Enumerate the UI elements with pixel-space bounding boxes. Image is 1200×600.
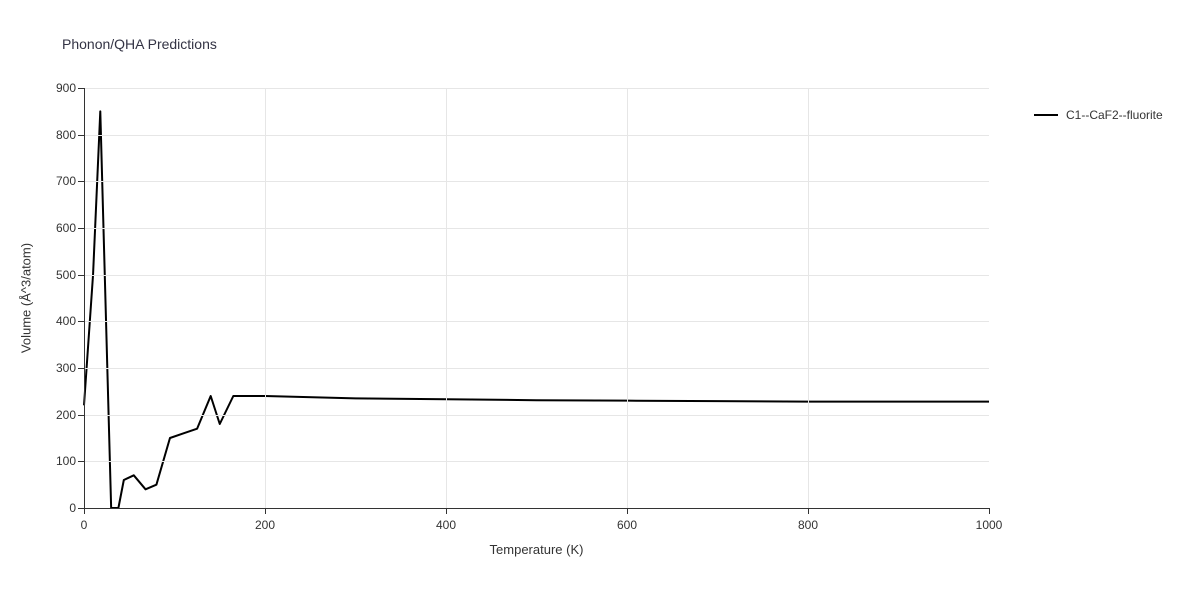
x-axis-line	[84, 508, 989, 509]
x-tick-label: 600	[617, 518, 637, 532]
series-line	[84, 111, 989, 508]
y-tick	[78, 508, 84, 509]
y-axis-label: Volume (Å^3/atom)	[19, 243, 34, 353]
y-tick	[78, 415, 84, 416]
y-tick-label: 100	[48, 454, 76, 468]
x-tick	[808, 508, 809, 514]
y-tick-label: 600	[48, 221, 76, 235]
gridline-v	[627, 88, 628, 508]
gridline-h	[84, 461, 989, 462]
gridline-h	[84, 135, 989, 136]
y-tick-label: 900	[48, 81, 76, 95]
legend: C1--CaF2--fluorite	[1034, 108, 1163, 122]
y-tick	[78, 461, 84, 462]
x-tick-label: 800	[798, 518, 818, 532]
gridline-v	[265, 88, 266, 508]
chart-container: Phonon/QHA Predictions Temperature (K) V…	[0, 0, 1200, 600]
x-tick	[84, 508, 85, 514]
y-tick-label: 300	[48, 361, 76, 375]
y-tick	[78, 228, 84, 229]
y-tick	[78, 368, 84, 369]
x-tick	[265, 508, 266, 514]
y-tick	[78, 88, 84, 89]
gridline-h	[84, 321, 989, 322]
x-axis-label: Temperature (K)	[490, 542, 584, 557]
y-tick-label: 400	[48, 314, 76, 328]
x-tick	[627, 508, 628, 514]
gridline-h	[84, 88, 989, 89]
series-svg	[84, 88, 989, 508]
gridline-h	[84, 181, 989, 182]
x-tick-label: 200	[255, 518, 275, 532]
y-tick-label: 0	[48, 501, 76, 515]
gridline-h	[84, 368, 989, 369]
gridline-h	[84, 228, 989, 229]
y-tick	[78, 135, 84, 136]
x-tick-label: 400	[436, 518, 456, 532]
x-tick	[989, 508, 990, 514]
y-tick	[78, 181, 84, 182]
x-tick-label: 0	[81, 518, 88, 532]
y-tick	[78, 275, 84, 276]
x-tick-label: 1000	[976, 518, 1003, 532]
chart-title: Phonon/QHA Predictions	[62, 36, 217, 52]
gridline-h	[84, 415, 989, 416]
y-axis-line	[84, 88, 85, 508]
legend-swatch	[1034, 114, 1058, 116]
legend-label: C1--CaF2--fluorite	[1066, 108, 1163, 122]
x-tick	[446, 508, 447, 514]
gridline-v	[808, 88, 809, 508]
y-tick-label: 800	[48, 128, 76, 142]
gridline-v	[446, 88, 447, 508]
plot-area	[84, 88, 989, 508]
gridline-h	[84, 275, 989, 276]
y-tick-label: 200	[48, 408, 76, 422]
y-tick-label: 700	[48, 174, 76, 188]
y-tick-label: 500	[48, 268, 76, 282]
y-tick	[78, 321, 84, 322]
